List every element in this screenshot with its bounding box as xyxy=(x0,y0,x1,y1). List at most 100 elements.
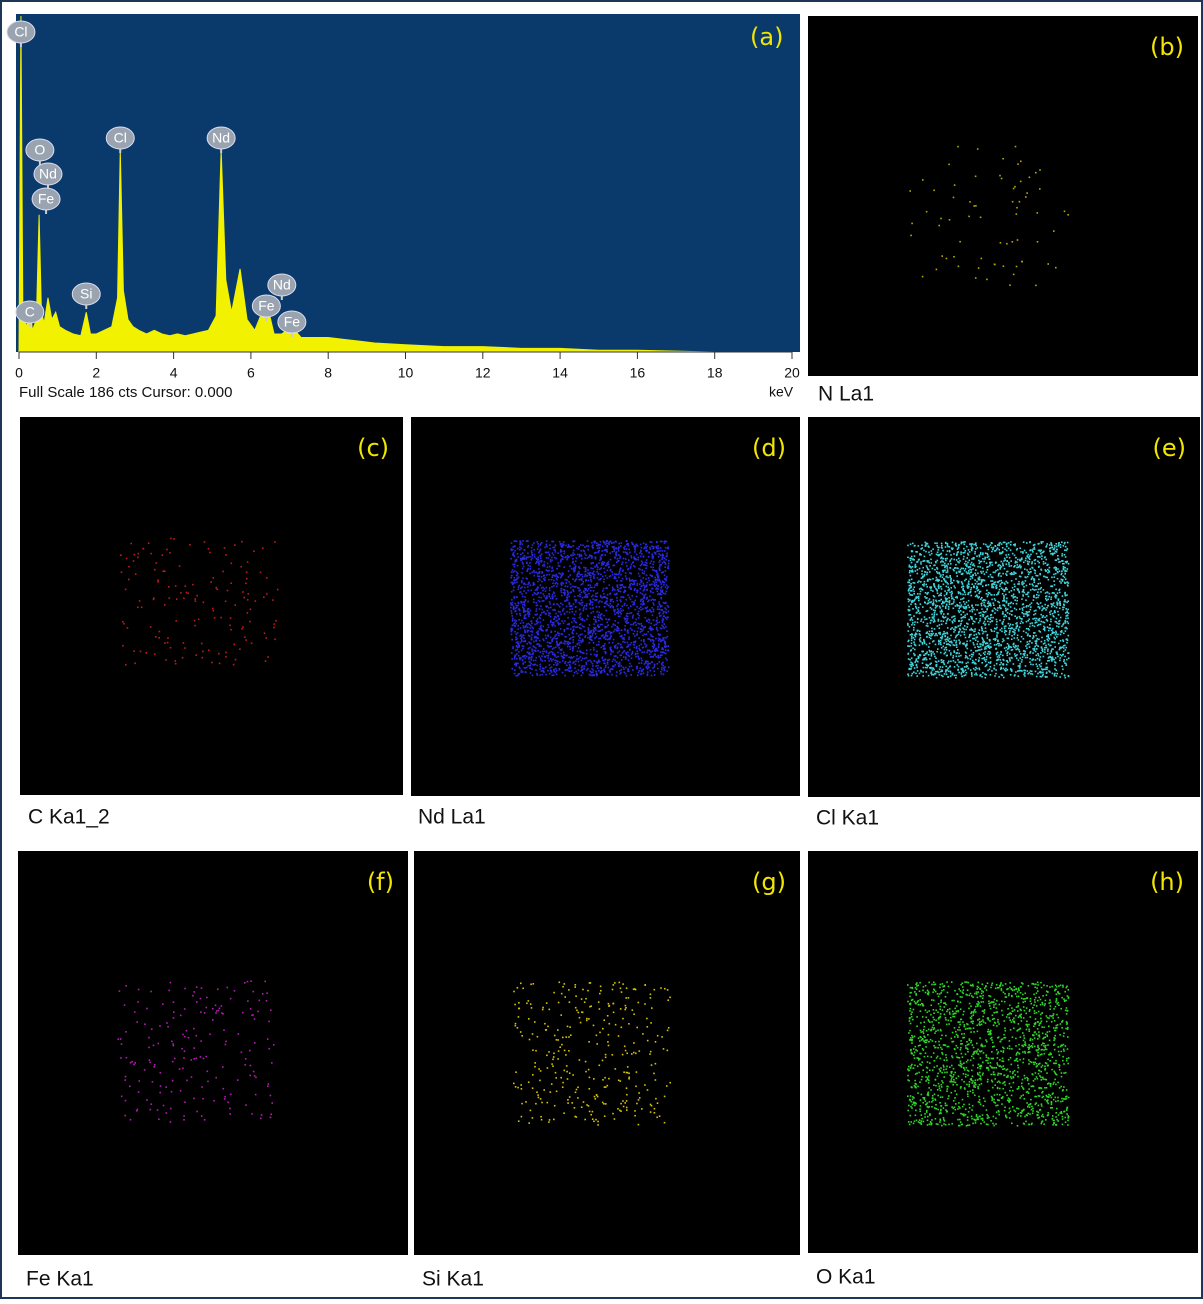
map-dot xyxy=(523,645,525,647)
map-dot xyxy=(949,219,951,221)
map-dot xyxy=(996,634,998,636)
map-dot xyxy=(612,669,614,671)
map-dot xyxy=(1065,677,1067,679)
map-dot xyxy=(629,579,631,581)
map-dot xyxy=(531,552,533,554)
map-dot xyxy=(1023,582,1025,584)
map-dot xyxy=(967,553,969,555)
map-dot xyxy=(636,596,638,598)
map-dot xyxy=(975,176,977,178)
map-dot xyxy=(658,633,660,635)
map-dot xyxy=(1062,607,1064,609)
map-dot xyxy=(574,614,576,616)
map-dot xyxy=(1063,651,1065,653)
map-dot xyxy=(922,276,924,278)
map-dot xyxy=(926,625,928,627)
map-dot xyxy=(1008,603,1010,605)
map-dot xyxy=(923,621,925,623)
x-tick-label: 6 xyxy=(247,365,255,381)
map-dot xyxy=(582,597,584,599)
map-dot xyxy=(1040,621,1042,623)
map-dot xyxy=(627,616,629,618)
map-dot xyxy=(525,641,527,643)
map-dot xyxy=(979,675,981,677)
map-dot xyxy=(635,600,637,602)
map-dot xyxy=(989,654,991,656)
map-dot xyxy=(1022,590,1024,592)
map-dot xyxy=(952,674,954,676)
map-dot xyxy=(529,665,531,667)
map-dot xyxy=(1044,640,1046,642)
map-dot xyxy=(650,566,652,568)
map-dot xyxy=(1004,558,1006,560)
map-dot xyxy=(526,610,528,612)
map-dot xyxy=(627,642,629,644)
map-dot xyxy=(636,634,638,636)
map-dot xyxy=(666,609,668,611)
map-dot xyxy=(1065,578,1067,580)
map-dot xyxy=(538,557,540,559)
map-dot xyxy=(1003,598,1005,600)
map-dot xyxy=(230,629,232,631)
map-dot xyxy=(1010,544,1012,546)
map-dot xyxy=(591,668,593,670)
map-dot xyxy=(596,583,598,585)
map-dot xyxy=(925,571,927,573)
map-dot xyxy=(273,627,275,629)
map-dot xyxy=(1064,573,1066,575)
map-dot xyxy=(524,610,526,612)
map-dot xyxy=(986,590,988,592)
spectrum-footer: Full Scale 186 cts Cursor: 0.000 xyxy=(19,384,232,401)
map-dot xyxy=(566,596,568,598)
map-dot xyxy=(664,566,666,568)
map-dot xyxy=(1018,659,1020,661)
map-dot xyxy=(940,607,942,609)
map-dot xyxy=(558,572,560,574)
map-dot xyxy=(541,655,543,657)
map-dot xyxy=(949,641,951,643)
map-dot xyxy=(910,650,912,652)
map-dot xyxy=(544,651,546,653)
map-dot xyxy=(971,545,973,547)
map-dot xyxy=(912,663,914,665)
map-dot xyxy=(542,630,544,632)
map-dot xyxy=(938,660,940,662)
map-dot xyxy=(517,649,519,651)
map-dot xyxy=(1057,571,1059,573)
map-dot xyxy=(526,562,528,564)
map-dot xyxy=(175,663,177,665)
map-dot xyxy=(529,657,531,659)
map-dot xyxy=(154,653,156,655)
map-dot xyxy=(636,646,638,648)
map-dot xyxy=(645,562,647,564)
map-dot xyxy=(662,555,664,557)
map-dot xyxy=(573,603,575,605)
map-dot xyxy=(623,668,625,670)
map-dot xyxy=(241,628,243,630)
map-dot xyxy=(944,563,946,565)
map-dot xyxy=(593,649,595,651)
map-dot xyxy=(1016,597,1018,599)
map-dot xyxy=(646,633,648,635)
map-dot xyxy=(908,601,910,603)
map-dot xyxy=(517,628,519,630)
map-dot xyxy=(511,658,513,660)
map-dot xyxy=(587,540,589,542)
map-dot xyxy=(519,666,521,668)
map-dot xyxy=(618,616,620,618)
map-dot xyxy=(630,624,632,626)
map-dot xyxy=(612,651,614,653)
map-dot xyxy=(619,557,621,559)
map-dot xyxy=(643,668,645,670)
map-dot xyxy=(928,600,930,602)
map-dot xyxy=(608,667,610,669)
map-dot xyxy=(968,600,970,602)
map-dot xyxy=(553,618,555,620)
map-dot xyxy=(912,566,914,568)
map-dot xyxy=(984,659,986,661)
map-dot xyxy=(991,551,993,553)
map-dot xyxy=(591,630,593,632)
map-dot xyxy=(170,647,172,649)
map-dot xyxy=(569,612,571,614)
map-dot xyxy=(960,610,962,612)
